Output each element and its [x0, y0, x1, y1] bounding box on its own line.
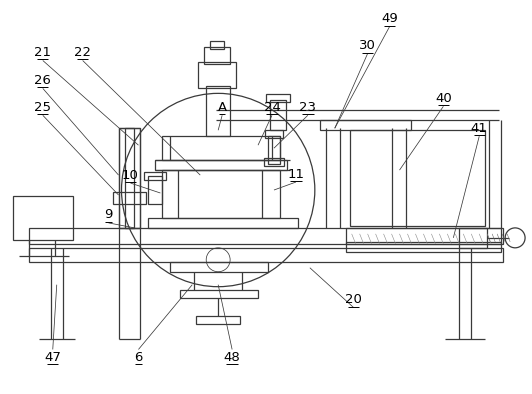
- Bar: [270, 100, 286, 130]
- Bar: [210, 41, 224, 48]
- Bar: [155, 160, 287, 170]
- Bar: [29, 248, 503, 262]
- Text: 49: 49: [381, 12, 398, 25]
- Text: 25: 25: [34, 101, 51, 114]
- Bar: [206, 86, 230, 136]
- Bar: [180, 290, 258, 297]
- Bar: [119, 128, 140, 228]
- Text: 23: 23: [300, 101, 317, 114]
- Text: 9: 9: [104, 208, 113, 221]
- Bar: [320, 120, 411, 130]
- Bar: [459, 228, 487, 248]
- Bar: [170, 262, 268, 272]
- Text: 47: 47: [44, 351, 61, 364]
- Bar: [113, 192, 146, 204]
- Text: 11: 11: [287, 167, 304, 180]
- Bar: [196, 316, 240, 323]
- Bar: [119, 128, 140, 228]
- Bar: [265, 130, 283, 138]
- Text: 40: 40: [435, 92, 452, 105]
- Bar: [144, 172, 167, 180]
- Text: 20: 20: [345, 293, 362, 306]
- Bar: [162, 170, 280, 218]
- Bar: [268, 136, 280, 164]
- Bar: [264, 158, 284, 166]
- Bar: [204, 46, 230, 65]
- Text: 24: 24: [263, 101, 280, 114]
- Text: 41: 41: [471, 122, 488, 135]
- Bar: [198, 63, 236, 88]
- Bar: [13, 196, 73, 240]
- Text: A: A: [218, 101, 227, 114]
- Bar: [266, 95, 290, 102]
- Text: 6: 6: [134, 351, 143, 364]
- Bar: [162, 136, 280, 160]
- Text: 22: 22: [74, 46, 91, 59]
- Text: 30: 30: [359, 39, 376, 52]
- Text: 10: 10: [122, 169, 139, 182]
- Text: 26: 26: [35, 74, 51, 87]
- Bar: [346, 242, 501, 252]
- Text: 48: 48: [224, 351, 240, 364]
- Bar: [350, 130, 485, 226]
- Text: 21: 21: [34, 46, 51, 59]
- Bar: [148, 218, 298, 228]
- Bar: [124, 128, 135, 228]
- Bar: [346, 228, 501, 244]
- Bar: [29, 228, 503, 244]
- Bar: [148, 176, 162, 204]
